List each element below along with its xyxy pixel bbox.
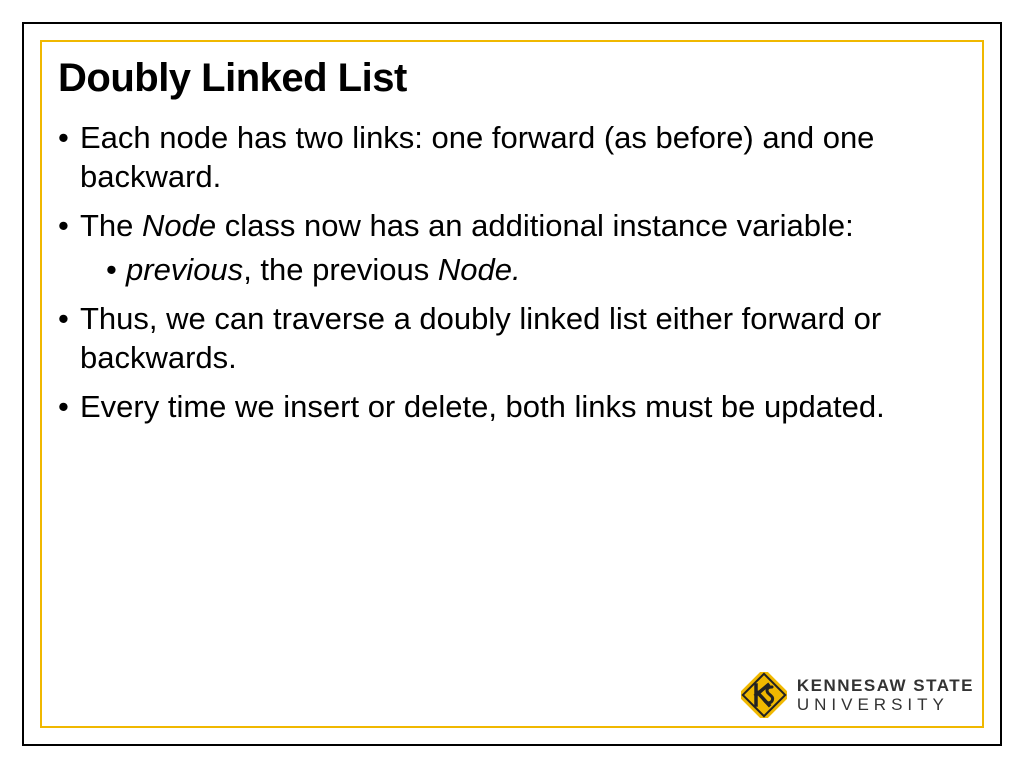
logo-line-1: KENNESAW STATE	[797, 677, 974, 694]
bullet-item: The Node class now has an additional ins…	[58, 207, 966, 291]
bullet-text: The	[80, 208, 142, 243]
sub-bullet-item: previous, the previous Node.	[106, 251, 966, 290]
logo-line-2: UNIVERSITY	[797, 696, 974, 713]
bullet-text: Thus, we can traverse a doubly linked li…	[80, 301, 881, 375]
bullet-text: class now has an additional instance var…	[216, 208, 854, 243]
slide-title: Doubly Linked List	[58, 56, 966, 101]
bullet-item: Each node has two links: one forward (as…	[58, 119, 966, 197]
bullet-text: previous	[126, 252, 243, 287]
ksu-logo-icon	[741, 672, 787, 718]
bullet-text: Every time we insert or delete, both lin…	[80, 389, 885, 424]
bullet-text: Node	[142, 208, 216, 243]
slide-content: Doubly Linked List Each node has two lin…	[58, 56, 966, 658]
bullet-text: Each node has two links: one forward (as…	[80, 120, 874, 194]
bullet-item: Every time we insert or delete, both lin…	[58, 388, 966, 427]
bullet-text: , the previous	[243, 252, 438, 287]
sub-bullet-list: previous, the previous Node.	[80, 251, 966, 290]
university-logo: KENNESAW STATE UNIVERSITY	[741, 672, 974, 718]
bullet-item: Thus, we can traverse a doubly linked li…	[58, 300, 966, 378]
logo-text: KENNESAW STATE UNIVERSITY	[797, 677, 974, 713]
bullet-list: Each node has two links: one forward (as…	[58, 119, 966, 426]
bullet-text: Node.	[438, 252, 521, 287]
